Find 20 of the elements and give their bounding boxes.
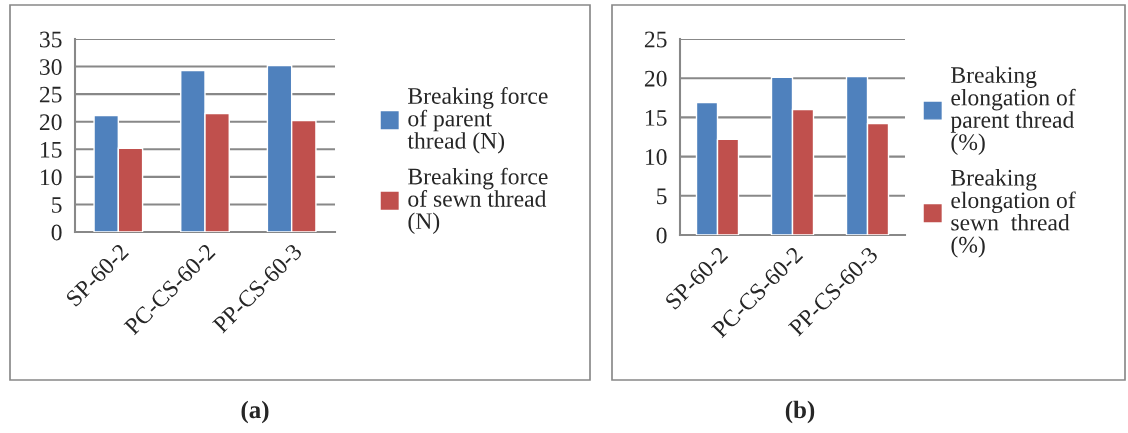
y-tick-label: 20 (39, 114, 62, 131)
y-tick-label: 15 (40, 141, 62, 158)
text: (b) (785, 400, 815, 424)
y-tick-label: 0 (656, 227, 667, 244)
y-tick-label: 25 (644, 31, 667, 48)
y-tick-label: 10 (40, 169, 62, 186)
y-tick-label: 30 (40, 59, 62, 75)
y-tick-label: 25 (39, 86, 62, 103)
y-tick-label: 5 (657, 188, 667, 205)
y-tick-label: 15 (645, 110, 667, 126)
y-tick-label: 0 (51, 224, 62, 241)
y-tick-label: 35 (40, 31, 62, 48)
y-tick-label: 20 (644, 70, 667, 87)
legend-label: Breaking elongation of sewn thread (%) (951, 169, 1076, 258)
legend-label: Breaking force of sewn thread (N) (408, 167, 548, 234)
y-tick-label: 10 (645, 149, 667, 166)
legend-label: Breaking elongation of parent thread (%) (950, 66, 1076, 155)
y-tick-label: 5 (52, 197, 62, 213)
legend-label: Breaking force of parent thread (N) (407, 87, 548, 154)
text: (a) (241, 400, 269, 424)
